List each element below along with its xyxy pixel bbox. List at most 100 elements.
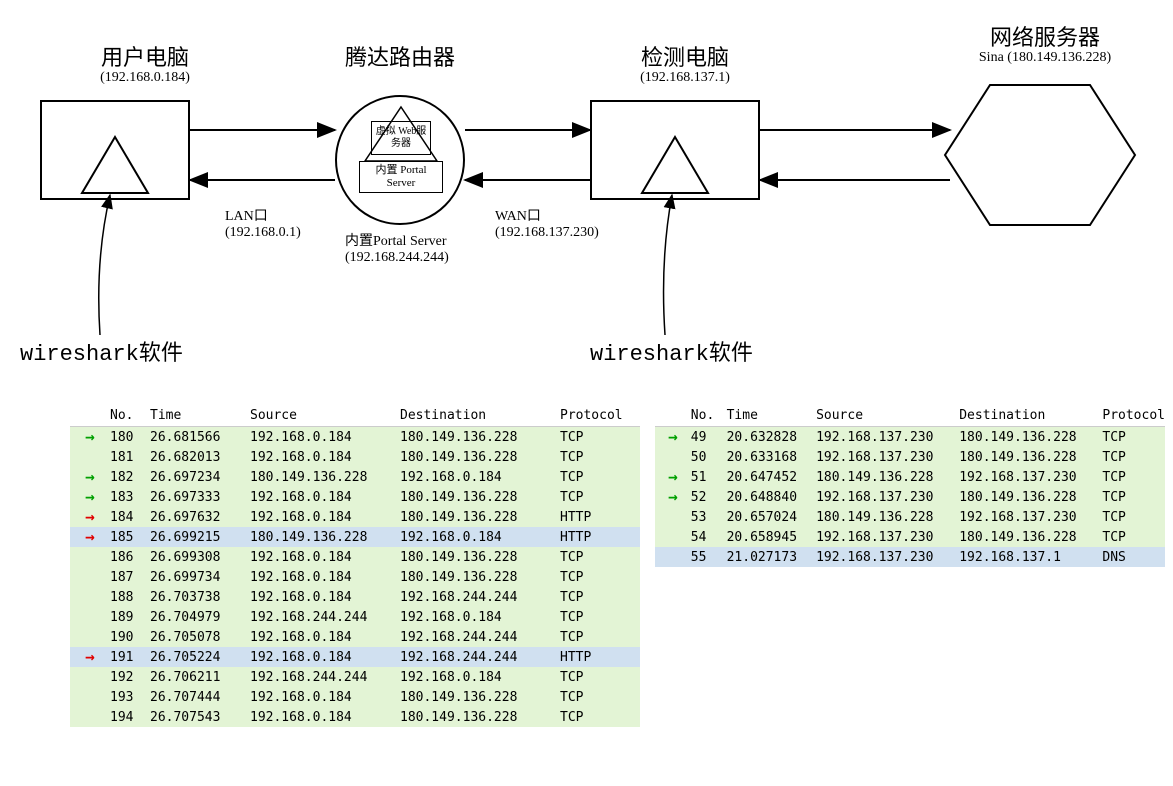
cell-src: 192.168.0.184 [250,510,400,525]
cell-no: 181 [110,450,150,465]
table-row[interactable]: →19126.705224192.168.0.184192.168.244.24… [70,647,640,667]
cell-no: 189 [110,610,150,625]
cell-dst: 180.149.136.228 [959,490,1102,505]
table-row[interactable]: →18026.681566192.168.0.184180.149.136.22… [70,427,640,447]
cell-src: 192.168.0.184 [250,490,400,505]
cell-dst: 180.149.136.228 [959,530,1102,545]
table-row[interactable]: → 18526.699215180.149.136.228192.168.0.18… [70,527,640,547]
green-arrow-icon: → [668,490,678,504]
cell-src: 180.149.136.228 [250,470,400,485]
table-row[interactable]: 19326.707444192.168.0.184180.149.136.228… [70,687,640,707]
green-arrow-icon: → [668,430,678,444]
cell-proto: TCP [560,430,640,445]
table-row[interactable]: →4920.632828192.168.137.230180.149.136.2… [655,427,1165,447]
cell-time: 20.633168 [727,450,816,465]
red-arrow-icon: → [85,530,95,544]
cell-time: 26.697234 [150,470,250,485]
packet-table-right: No. Time Source Destination Protocol → 49… [655,405,1165,567]
cell-time: 20.657024 [727,510,816,525]
user-pc-title: 用户电脑 [70,40,220,72]
cell-dst: 180.149.136.228 [400,570,560,585]
table-row[interactable]: →18426.697632192.168.0.184180.149.136.22… [70,507,640,527]
table-row[interactable]: 5420.658945192.168.137.230180.149.136.22… [655,527,1165,547]
cell-dst: 192.168.244.244 [400,630,560,645]
cell-dst: 192.168.0.184 [400,530,560,545]
cell-src: 192.168.244.244 [250,670,400,685]
table-row[interactable]: 18826.703738192.168.0.184192.168.244.244… [70,587,640,607]
cell-time: 26.707444 [150,690,250,705]
cell-proto: TCP [560,450,640,465]
cell-proto: HTTP [560,530,640,545]
server-title: 网络服务器 [955,20,1135,52]
cell-proto: TCP [1102,530,1165,545]
table-row[interactable]: 5020.633168192.168.137.230180.149.136.22… [655,447,1165,467]
cell-no: 180 [110,430,150,445]
table-row[interactable]: →18226.697234180.149.136.228192.168.0.18… [70,467,640,487]
cell-no: 52 [691,490,727,505]
table-row[interactable]: →5220.648840192.168.137.230180.149.136.2… [655,487,1165,507]
cell-dst: 192.168.0.184 [400,470,560,485]
packet-table-left: No. Time Source Destination Protocol →18… [70,405,640,727]
cell-src: 192.168.137.230 [816,450,959,465]
cell-proto: TCP [1102,490,1165,505]
green-arrow-icon: → [85,490,95,504]
cell-dst: 180.149.136.228 [400,550,560,565]
portal-label: 内置Portal Server (192.168.244.244) [345,230,495,266]
green-arrow-icon: → [668,470,678,484]
cell-dst: 192.168.244.244 [400,650,560,665]
table-row[interactable]: 18626.699308192.168.0.184180.149.136.228… [70,547,640,567]
table-row[interactable]: 5521.027173192.168.137.230192.168.137.1D… [655,547,1165,567]
cell-no: 55 [691,550,727,565]
cell-proto: TCP [560,610,640,625]
cell-time: 26.681566 [150,430,250,445]
table-row[interactable]: 19426.707543192.168.0.184180.149.136.228… [70,707,640,727]
cell-proto: TCP [1102,470,1165,485]
cell-time: 26.707543 [150,710,250,725]
cell-time: 26.706211 [150,670,250,685]
table-row[interactable]: 18126.682013192.168.0.184180.149.136.228… [70,447,640,467]
cell-no: 185 [110,530,150,545]
table-row[interactable]: 18926.704979192.168.244.244192.168.0.184… [70,607,640,627]
cell-time: 26.682013 [150,450,250,465]
cell-src: 180.149.136.228 [250,530,400,545]
table-row[interactable]: →18326.697333192.168.0.184180.149.136.22… [70,487,640,507]
cell-proto: TCP [1102,430,1165,445]
cell-src: 192.168.0.184 [250,450,400,465]
cell-dst: 180.149.136.228 [400,450,560,465]
cell-no: 50 [691,450,727,465]
table-row[interactable]: 19226.706211192.168.244.244192.168.0.184… [70,667,640,687]
cell-src: 180.149.136.228 [816,510,959,525]
cell-dst: 180.149.136.228 [400,690,560,705]
cell-src: 192.168.0.184 [250,710,400,725]
red-arrow-icon: → [85,510,95,524]
cell-src: 192.168.0.184 [250,570,400,585]
cell-dst: 192.168.0.184 [400,610,560,625]
cell-proto: TCP [1102,510,1165,525]
cell-proto: DNS [1102,550,1165,565]
table-row[interactable]: 5320.657024180.149.136.228192.168.137.23… [655,507,1165,527]
cell-time: 26.697333 [150,490,250,505]
cell-time: 26.699734 [150,570,250,585]
cell-dst: 192.168.0.184 [400,670,560,685]
table-row[interactable]: 18726.699734192.168.0.184180.149.136.228… [70,567,640,587]
cell-no: 49 [691,430,727,445]
cell-src: 192.168.137.230 [816,550,959,565]
cell-time: 26.705224 [150,650,250,665]
cell-src: 192.168.137.230 [816,530,959,545]
cell-time: 20.658945 [727,530,816,545]
cell-proto: TCP [1102,450,1165,465]
cell-dst: 192.168.137.230 [959,510,1102,525]
table-header: No. Time Source Destination Protocol [70,405,640,427]
cell-time: 26.704979 [150,610,250,625]
cell-no: 184 [110,510,150,525]
table-header: No. Time Source Destination Protocol [655,405,1165,427]
cell-time: 26.699215 [150,530,250,545]
cell-no: 194 [110,710,150,725]
cell-no: 192 [110,670,150,685]
cell-no: 186 [110,550,150,565]
cell-no: 54 [691,530,727,545]
table-row[interactable]: →5120.647452180.149.136.228192.168.137.2… [655,467,1165,487]
cell-no: 51 [691,470,727,485]
cell-proto: TCP [560,550,640,565]
table-row[interactable]: 19026.705078192.168.0.184192.168.244.244… [70,627,640,647]
